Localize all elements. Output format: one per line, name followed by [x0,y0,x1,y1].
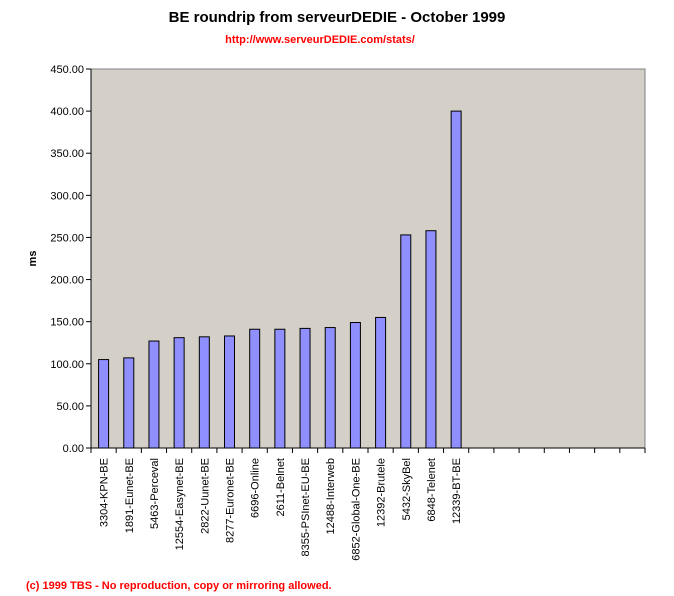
x-tick-label: 2611-Belnet [275,458,287,517]
bar-8355-PSInet-EU-BE [299,327,311,449]
y-tick-label: 100.00 [50,359,84,371]
x-tick-label: 6696-Online [250,458,262,518]
bar-8277-Euronet-BE [224,335,235,449]
chart-title: BE roundrip from serveurDEDIE - October … [168,9,506,26]
y-tick-label: 200.00 [50,275,84,287]
bar-6852-Global-One-BE [349,322,361,449]
x-tick-label: 5463-Perceval [149,458,161,529]
bar-2822-Uunet-BE [198,336,210,449]
y-tick-labels: 0.00 50.00 100.00 150.00 200.00 250.00 300.00 3… [50,64,84,455]
x-tick-label: 3304-KPN-BE [99,458,111,527]
bar-6696-Online [249,328,261,449]
bars [98,110,462,449]
chart-subtitle-url[interactable]: http://www.serveurDEDIE.com/stats/ [225,34,415,46]
y-tick-label: 0.00 [63,443,84,455]
x-tick-label: 5432-SkyBel [401,458,413,520]
x-tick-label: 6848-Telenet [426,458,438,522]
y-tick-label: 300.00 [50,190,84,202]
bar-5432-SkyBel [400,234,412,449]
x-tick-label: 12554-Easynet-BE [174,458,186,550]
bar-12554-Easynet-BE [173,337,185,449]
bar-3304-KPN-BE [98,359,110,449]
x-tick-labels: 3304-KPN-BE 1891-Eunet-BE 5463-Perceval 125… [99,458,464,561]
bar-12339-BT-BE [450,110,462,449]
y-tick-label: 250.00 [50,232,84,244]
y-tick-label: 150.00 [50,317,84,329]
bar-2611-Belnet [274,328,286,449]
y-tick-label: 400.00 [50,106,84,118]
bar-5463-Perceval [148,340,160,449]
x-tick-label: 12392-Brutele [376,458,388,527]
x-tick-label: 8277-Euronet-BE [225,458,237,543]
bar-12488-Interweb [324,327,336,449]
bar-6848-Telenet [425,230,437,449]
y-tick-label: 350.00 [50,148,84,160]
x-tick-label: 12339-BT-BE [451,458,463,524]
x-tick-label: 6852-Global-One-BE [350,458,362,561]
x-tick-label: 1891-Eunet-BE [124,458,136,533]
x-tick-label: 12488-Interweb [325,458,337,534]
copyright-footer: (c) 1999 TBS - No reproduction, copy or … [26,580,332,592]
y-tick-label: 50.00 [56,401,84,413]
x-tick-label: 8355-PSInet-EU-BE [300,458,312,556]
bar-1891-Eunet-BE [123,357,135,449]
y-tick-label: 450.00 [50,64,84,76]
y-axis-label: ms [27,251,39,267]
x-tick-label: 2822-Uunet-BE [199,458,211,534]
bar-12392-Brutele [375,316,387,449]
